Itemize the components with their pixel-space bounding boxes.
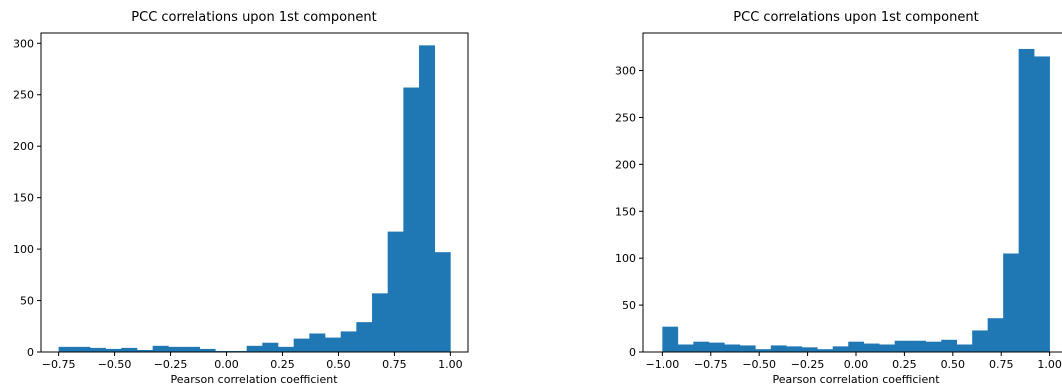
x-ticks: −0.75 −0.50 −0.25 0.00 0.25 0.50 0.75 1.00 — [42, 352, 463, 371]
chart-title: PCC correlations upon 1st component — [131, 10, 376, 25]
histogram-bar — [987, 318, 1004, 352]
histogram-bar — [58, 346, 75, 352]
histogram-bar — [278, 346, 294, 352]
y-tick-label: 50 — [622, 299, 636, 312]
x-tick-label: −0.50 — [98, 358, 132, 371]
histogram-bar — [246, 345, 263, 352]
histogram-bar — [894, 340, 911, 352]
histogram-bar — [693, 341, 710, 352]
histogram-bar — [387, 231, 404, 352]
histogram-bar — [372, 293, 388, 352]
histogram-left-svg: PCC correlations upon 1st component −0.7… — [13, 10, 469, 386]
x-axis-label: Pearson correlation coefficient — [170, 373, 338, 386]
x-tick-label: −0.50 — [742, 358, 776, 371]
histogram-bar — [677, 344, 694, 352]
histogram-bar — [662, 326, 679, 352]
histogram-bar — [925, 341, 942, 352]
histogram-bar — [739, 345, 756, 352]
x-tick-label: −0.75 — [694, 358, 728, 371]
histogram-bar — [325, 337, 341, 352]
x-tick-label: 0.50 — [941, 358, 966, 371]
histogram-bar — [786, 346, 803, 352]
y-tick-label: 100 — [615, 252, 636, 265]
histogram-bar — [1018, 48, 1035, 352]
histogram-bar — [817, 349, 834, 352]
histogram-right: PCC correlations upon 1st component −1.0… — [531, 0, 1062, 387]
y-ticks: 0 50 100 150 200 250 300 — [615, 65, 643, 359]
x-tick-label: −1.00 — [646, 358, 680, 371]
y-tick-label: 200 — [615, 158, 636, 171]
plot-frame — [642, 32, 1062, 353]
histogram-bar — [262, 342, 279, 352]
histogram-bar — [708, 342, 725, 352]
bars-group — [662, 48, 1050, 352]
y-tick-label: 250 — [13, 89, 34, 102]
histogram-bar — [89, 347, 106, 352]
y-tick-label: 150 — [615, 205, 636, 218]
x-tick-label: 0.50 — [326, 358, 351, 371]
histogram-bar — [910, 340, 927, 352]
histogram-bar — [419, 45, 436, 352]
histogram-bar — [403, 87, 420, 352]
histogram-bar — [356, 322, 373, 352]
y-tick-label: 100 — [13, 243, 34, 256]
y-tick-label: 250 — [615, 111, 636, 124]
histogram-bar — [801, 347, 818, 352]
histogram-bar — [105, 348, 122, 352]
histogram-bar — [230, 350, 247, 352]
x-tick-label: −0.75 — [42, 358, 76, 371]
histogram-bar — [956, 344, 973, 352]
histogram-bar — [724, 344, 741, 352]
histogram-bar — [941, 339, 957, 352]
x-tick-label: 0.75 — [382, 358, 407, 371]
histogram-bar — [183, 346, 200, 352]
y-ticks: 0 50 100 150 200 250 300 — [13, 37, 41, 359]
x-axis-label: Pearson correlation coefficient — [772, 373, 940, 386]
histogram-right-svg: PCC correlations upon 1st component −1.0… — [615, 10, 1062, 386]
y-tick-label: 200 — [13, 140, 34, 153]
histogram-bar — [340, 331, 357, 352]
x-tick-label: 0.75 — [989, 358, 1014, 371]
histogram-bar — [199, 348, 216, 352]
x-tick-label: 0.25 — [270, 358, 295, 371]
histogram-bar — [136, 349, 153, 352]
histogram-bar — [832, 346, 849, 352]
histogram-bar — [879, 344, 896, 352]
y-tick-label: 150 — [13, 192, 34, 205]
histogram-bar — [863, 343, 880, 352]
histogram-bar — [434, 252, 451, 352]
x-tick-label: −0.25 — [791, 358, 825, 371]
x-tick-label: 1.00 — [438, 358, 463, 371]
y-tick-label: 300 — [615, 65, 636, 78]
histogram-bar — [293, 338, 310, 352]
histogram-bar — [1034, 56, 1050, 352]
x-tick-label: −0.25 — [154, 358, 188, 371]
x-tick-label: 1.00 — [1037, 358, 1062, 371]
histogram-bar — [309, 333, 326, 352]
histogram-left: PCC correlations upon 1st component −0.7… — [13, 10, 469, 386]
x-ticks: −1.00 −0.75 −0.50 −0.25 0.00 0.25 0.50 0.75 1.00 — [646, 352, 1062, 371]
histogram-bar — [755, 349, 772, 352]
histogram-bar — [121, 347, 138, 352]
x-tick-label: 0.25 — [892, 358, 917, 371]
y-tick-label: 50 — [20, 295, 34, 308]
bars-group — [58, 45, 451, 352]
y-tick-label: 0 — [27, 346, 34, 359]
y-tick-label: 0 — [629, 346, 636, 359]
histogram-bar — [848, 341, 865, 352]
histogram-bar — [215, 350, 232, 352]
histogram-bar — [168, 346, 185, 352]
histogram-bar — [770, 345, 787, 352]
histogram-bar — [152, 345, 169, 352]
histogram-bar — [74, 346, 91, 352]
x-tick-label: 0.00 — [214, 358, 239, 371]
plot-frame — [40, 32, 469, 353]
histogram-bar — [1003, 253, 1019, 352]
chart-title: PCC correlations upon 1st component — [733, 10, 978, 25]
x-tick-label: 0.00 — [844, 358, 869, 371]
y-tick-label: 300 — [13, 37, 34, 50]
histogram-bar — [972, 330, 988, 352]
